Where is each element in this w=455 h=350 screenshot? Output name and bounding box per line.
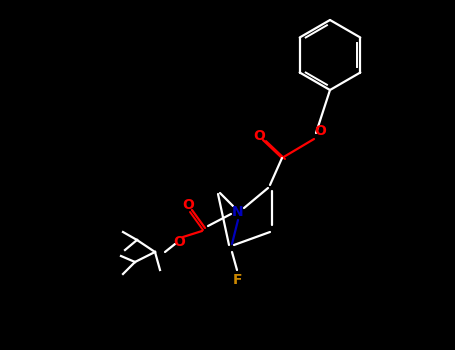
Text: O: O [173,235,185,249]
Text: F: F [232,273,242,287]
Text: O: O [314,124,326,138]
Text: O: O [253,129,265,143]
Text: O: O [182,198,194,212]
Text: N: N [232,205,244,219]
